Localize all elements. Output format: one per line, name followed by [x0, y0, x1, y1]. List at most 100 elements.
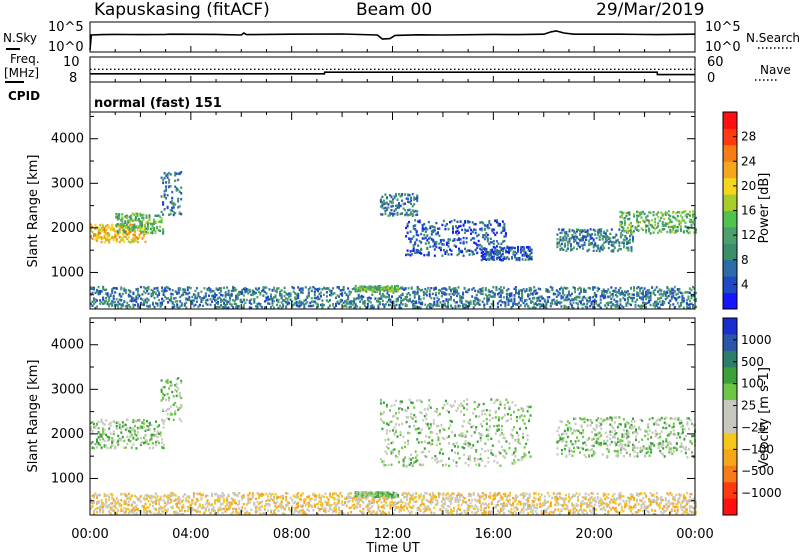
scatter-cell [453, 299, 455, 302]
scatter-cell [276, 303, 278, 307]
scatter-cell [368, 285, 371, 288]
scatter-cell [612, 236, 615, 239]
scatter-cell [411, 205, 414, 208]
scatter-cell [102, 427, 105, 430]
scatter-cell [484, 288, 487, 292]
scatter-cell [660, 211, 663, 214]
scatter-cell [120, 303, 123, 307]
scatter-cell [458, 225, 460, 228]
scatter-cell [681, 216, 684, 219]
scatter-cell [144, 287, 147, 290]
scatter-cell [639, 289, 641, 292]
scatter-cell [393, 433, 396, 436]
scatter-cell [218, 296, 221, 299]
scatter-cell [322, 286, 325, 290]
scatter-cell [112, 433, 115, 436]
scatter-cell [498, 251, 501, 254]
scatter-cell [129, 290, 132, 294]
scatter-cell [620, 222, 623, 225]
colorbar-segment [723, 259, 737, 277]
scatter-cell [168, 171, 171, 175]
scatter-cell [620, 215, 623, 218]
scatter-cell [400, 294, 403, 297]
scatter-cell [428, 441, 431, 444]
scatter-cell [179, 300, 182, 303]
scatter-cell [133, 218, 136, 222]
scatter-cell [412, 235, 415, 238]
scatter-cell [592, 444, 595, 448]
scatter-cell [306, 295, 309, 298]
scatter-cell [477, 298, 480, 301]
scatter-cell [412, 306, 415, 309]
scatter-cell [682, 210, 685, 213]
scatter-cell [319, 303, 322, 307]
scatter-cell [498, 245, 501, 249]
scatter-cell [177, 200, 180, 203]
scatter-cell [180, 186, 183, 189]
scatter-cell [688, 303, 691, 306]
scatter-cell [672, 226, 675, 229]
scatter-cell [130, 299, 133, 303]
scatter-cell [204, 299, 207, 302]
scatter-cell [601, 453, 604, 456]
scatter-cell [232, 306, 235, 309]
scatter-cell [501, 289, 504, 292]
scatter-cell [277, 299, 280, 302]
scatter-cell [211, 294, 213, 298]
scatter-cell [354, 285, 357, 288]
scatter-cell [420, 241, 423, 244]
scatter-cell [597, 233, 600, 236]
scatter-cell [473, 457, 476, 460]
scatter-cell [241, 288, 244, 292]
scatter-cell [610, 304, 613, 308]
scatter-cell [411, 237, 414, 240]
scatter-cell [589, 237, 592, 240]
scatter-region [115, 212, 165, 235]
scatter-cell [418, 306, 421, 309]
scatter-cell [582, 431, 585, 434]
scatter-cell [525, 302, 528, 306]
colorbar-segment [723, 276, 737, 294]
scatter-cell [440, 287, 443, 291]
scatter-cell [417, 427, 420, 430]
scatter-cell [502, 301, 505, 304]
scatter-cell [598, 287, 601, 291]
scatter-cell [321, 305, 324, 308]
scatter-cell [577, 446, 580, 449]
scatter-cell [327, 287, 330, 290]
scatter-cell [633, 444, 636, 447]
scatter-cell [456, 220, 459, 223]
scatter-cell [637, 292, 640, 295]
scatter-cell [135, 300, 138, 303]
scatter-cell [610, 286, 613, 289]
scatter-cell [389, 194, 391, 197]
scatter-cell [645, 295, 648, 298]
scatter-cell [670, 295, 673, 298]
scatter-cell [383, 305, 386, 309]
scatter-cell [363, 285, 366, 288]
scatter-cell [687, 231, 690, 235]
scatter-cell [292, 286, 295, 290]
scatter-cell [395, 290, 398, 293]
scatter-cell [478, 291, 481, 294]
scatter-cell [583, 441, 586, 444]
scatter-cell [407, 287, 410, 290]
scatter-cell [631, 296, 634, 300]
scatter-cell [165, 380, 168, 383]
scatter-cell [470, 232, 473, 235]
scatter-cell [310, 300, 313, 303]
scatter-cell [594, 244, 597, 247]
scatter-cell [410, 453, 413, 456]
scatter-cell [168, 399, 171, 402]
scatter-cell [141, 421, 144, 424]
scatter-cell [434, 455, 437, 458]
scatter-cell [533, 306, 536, 309]
scatter-cell [651, 286, 654, 289]
scatter-cell [217, 302, 219, 305]
scatter-cell [695, 228, 697, 231]
scatter-cell [632, 417, 634, 420]
noise-right-tick-bottom: 10^0 [705, 40, 741, 55]
scatter-cell [239, 300, 242, 304]
scatter-cell [164, 290, 167, 293]
scatter-cell [288, 292, 291, 295]
